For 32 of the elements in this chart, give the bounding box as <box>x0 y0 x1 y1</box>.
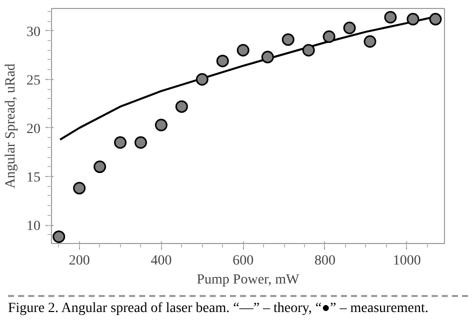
y-tick-label: 30 <box>26 24 40 40</box>
point <box>261 50 274 64</box>
point <box>302 44 315 56</box>
x-tick-label: 200 <box>68 254 90 268</box>
point <box>94 160 106 174</box>
point <box>236 44 250 56</box>
point <box>282 33 294 46</box>
y-tick-label: 25 <box>26 73 40 88</box>
y-axis-title: Angular Spread, uRad <box>4 64 18 188</box>
point <box>322 30 336 43</box>
x-tick-label: 600 <box>232 254 254 268</box>
point <box>175 100 188 113</box>
point <box>429 12 442 26</box>
point <box>364 35 376 48</box>
point <box>406 12 420 26</box>
x-axis-title: Pump Power, mW <box>196 272 300 288</box>
caption: Figure 2. Angular spread of laser beam. “—” – theory, “●” – measurement. <box>8 301 428 316</box>
point <box>154 118 168 132</box>
y-tick-label: 20 <box>26 122 40 137</box>
y-tick-label: 10 <box>26 219 40 234</box>
x-tick-label: 800 <box>314 254 336 268</box>
point <box>134 136 147 149</box>
x-tick-label: 1000 <box>392 254 421 268</box>
point <box>52 230 66 243</box>
point <box>114 136 127 149</box>
point <box>216 54 229 68</box>
point <box>384 11 397 24</box>
point <box>343 22 356 34</box>
x-tick-label: 400 <box>150 254 172 268</box>
point <box>73 182 86 194</box>
y-tick-label: 15 <box>26 170 40 186</box>
point <box>196 73 208 86</box>
